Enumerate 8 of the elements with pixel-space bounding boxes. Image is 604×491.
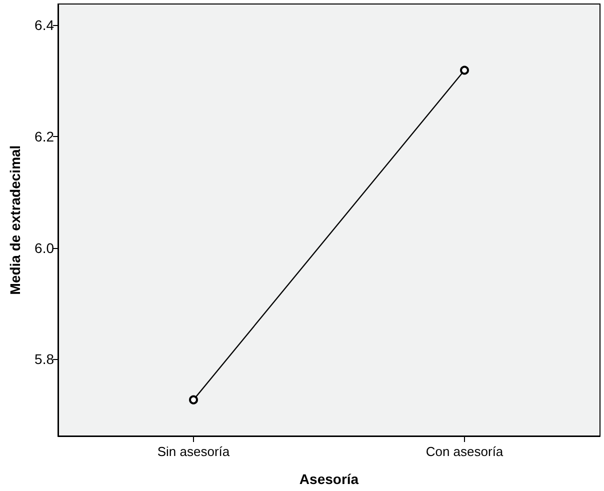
y-axis-title: Media de extradecimal	[7, 145, 23, 295]
y-tick-label: 5.8	[34, 351, 54, 368]
x-axis-title: Asesoría	[299, 471, 359, 487]
y-tick-label: 6.4	[34, 17, 54, 34]
y-tick-label: 6.2	[34, 128, 54, 144]
x-tick-label: Con asesoría	[426, 444, 504, 459]
x-tick-label: Sin asesoría	[157, 444, 230, 459]
y-tick-label: 6.0	[34, 240, 54, 256]
